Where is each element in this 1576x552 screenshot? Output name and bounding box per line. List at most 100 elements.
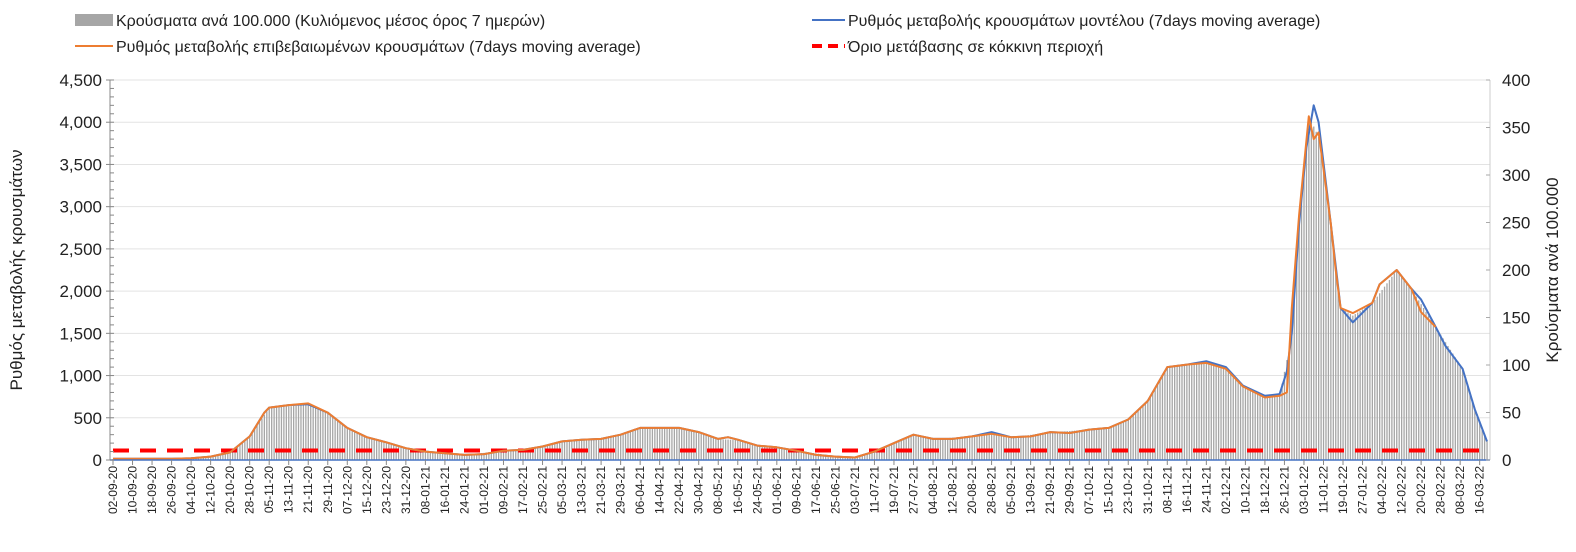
- bar: [1125, 420, 1127, 460]
- bar: [527, 448, 529, 460]
- x-tick-label: 21-11-20: [301, 466, 315, 513]
- bar: [219, 454, 222, 460]
- bar: [349, 428, 351, 460]
- bar: [971, 436, 973, 460]
- x-tick-label: 02-12-21: [1219, 466, 1233, 514]
- bar: [986, 433, 988, 460]
- bar: [334, 418, 336, 460]
- right-tick-label: 300: [1502, 166, 1530, 185]
- bar: [268, 407, 270, 460]
- bar: [354, 431, 356, 460]
- bar: [993, 433, 995, 460]
- bar: [783, 449, 785, 460]
- x-tick-label: 16-03-22: [1473, 466, 1487, 514]
- bar: [1183, 365, 1186, 460]
- left-tick-label: 2,000: [59, 282, 102, 301]
- legend: Κρούσματα ανά 100.000 (Κυλιόμενος μέσος …: [75, 13, 1320, 56]
- bar: [344, 425, 346, 460]
- left-tick-label: 3,000: [59, 198, 102, 217]
- x-tick-label: 15-12-20: [360, 466, 374, 514]
- x-tick-label: 16-01-21: [438, 466, 452, 514]
- bar: [507, 450, 510, 460]
- bar: [878, 449, 881, 460]
- bar: [888, 445, 890, 460]
- bar: [1274, 395, 1276, 460]
- bar: [1017, 436, 1020, 460]
- bar: [995, 433, 998, 460]
- bar: [253, 429, 256, 460]
- bar: [1386, 283, 1388, 460]
- bar: [646, 427, 649, 460]
- bar: [1342, 309, 1344, 460]
- bar: [593, 439, 595, 460]
- x-tick-label: 07-12-20: [340, 466, 354, 514]
- x-tick-label: 09-02-21: [496, 466, 510, 514]
- bar: [283, 406, 285, 460]
- bar: [1076, 430, 1078, 460]
- bar: [912, 434, 915, 460]
- bar: [1298, 222, 1300, 460]
- bar: [356, 432, 358, 460]
- bar: [846, 456, 849, 460]
- bar: [1242, 385, 1244, 460]
- bar: [1430, 319, 1432, 460]
- bar: [1422, 308, 1425, 460]
- x-tick-label: 04-10-20: [184, 466, 198, 514]
- bar: [776, 448, 778, 460]
- bar: [490, 451, 492, 460]
- bar: [690, 430, 693, 460]
- x-tick-label: 18-12-21: [1258, 466, 1272, 514]
- bar: [1222, 366, 1225, 460]
- bar: [798, 450, 800, 460]
- bar: [805, 451, 807, 460]
- bar: [1354, 314, 1356, 460]
- bar: [288, 406, 290, 460]
- bar: [1198, 362, 1200, 460]
- bar: [988, 432, 990, 460]
- bar: [222, 454, 224, 460]
- bar: [351, 430, 353, 460]
- bar: [561, 441, 563, 460]
- bar: [380, 440, 383, 460]
- legend-swatch-bars: [75, 14, 113, 26]
- bar: [595, 439, 597, 460]
- right-y-ticks: 0 50 100 150 200 250 300 350 400: [1486, 71, 1530, 470]
- bar: [568, 440, 571, 460]
- bar: [1318, 137, 1320, 460]
- x-tick-label: 25-06-21: [828, 466, 842, 514]
- x-tick-label: 29-09-21: [1063, 466, 1077, 514]
- bar: [210, 457, 212, 460]
- bar: [1476, 414, 1478, 460]
- bar: [1366, 306, 1369, 460]
- bar: [910, 435, 912, 460]
- left-tick-label: 3,500: [59, 155, 102, 174]
- bar: [644, 427, 646, 460]
- bar: [1022, 435, 1025, 460]
- bar: [397, 445, 400, 460]
- bar: [1310, 121, 1312, 460]
- x-tick-label: 21-03-21: [594, 466, 608, 514]
- bar: [1208, 361, 1210, 460]
- axes: [109, 80, 1491, 461]
- bar: [707, 435, 710, 460]
- bar: [1225, 366, 1227, 460]
- bar: [1403, 279, 1405, 460]
- bar: [324, 411, 327, 460]
- bar: [764, 446, 766, 460]
- bar: [861, 455, 863, 460]
- bar: [864, 454, 866, 460]
- bar: [227, 452, 229, 460]
- bar: [1034, 434, 1037, 460]
- bar: [1020, 436, 1022, 460]
- bar: [812, 452, 815, 460]
- bar: [256, 425, 258, 460]
- bar: [402, 446, 405, 460]
- bar: [627, 431, 629, 460]
- x-tick-label: 12-02-22: [1395, 466, 1409, 514]
- bar: [1039, 433, 1042, 460]
- bar: [1291, 336, 1293, 460]
- x-tick-label: 11-07-21: [867, 466, 881, 513]
- bar: [563, 440, 566, 460]
- bar: [1432, 323, 1435, 460]
